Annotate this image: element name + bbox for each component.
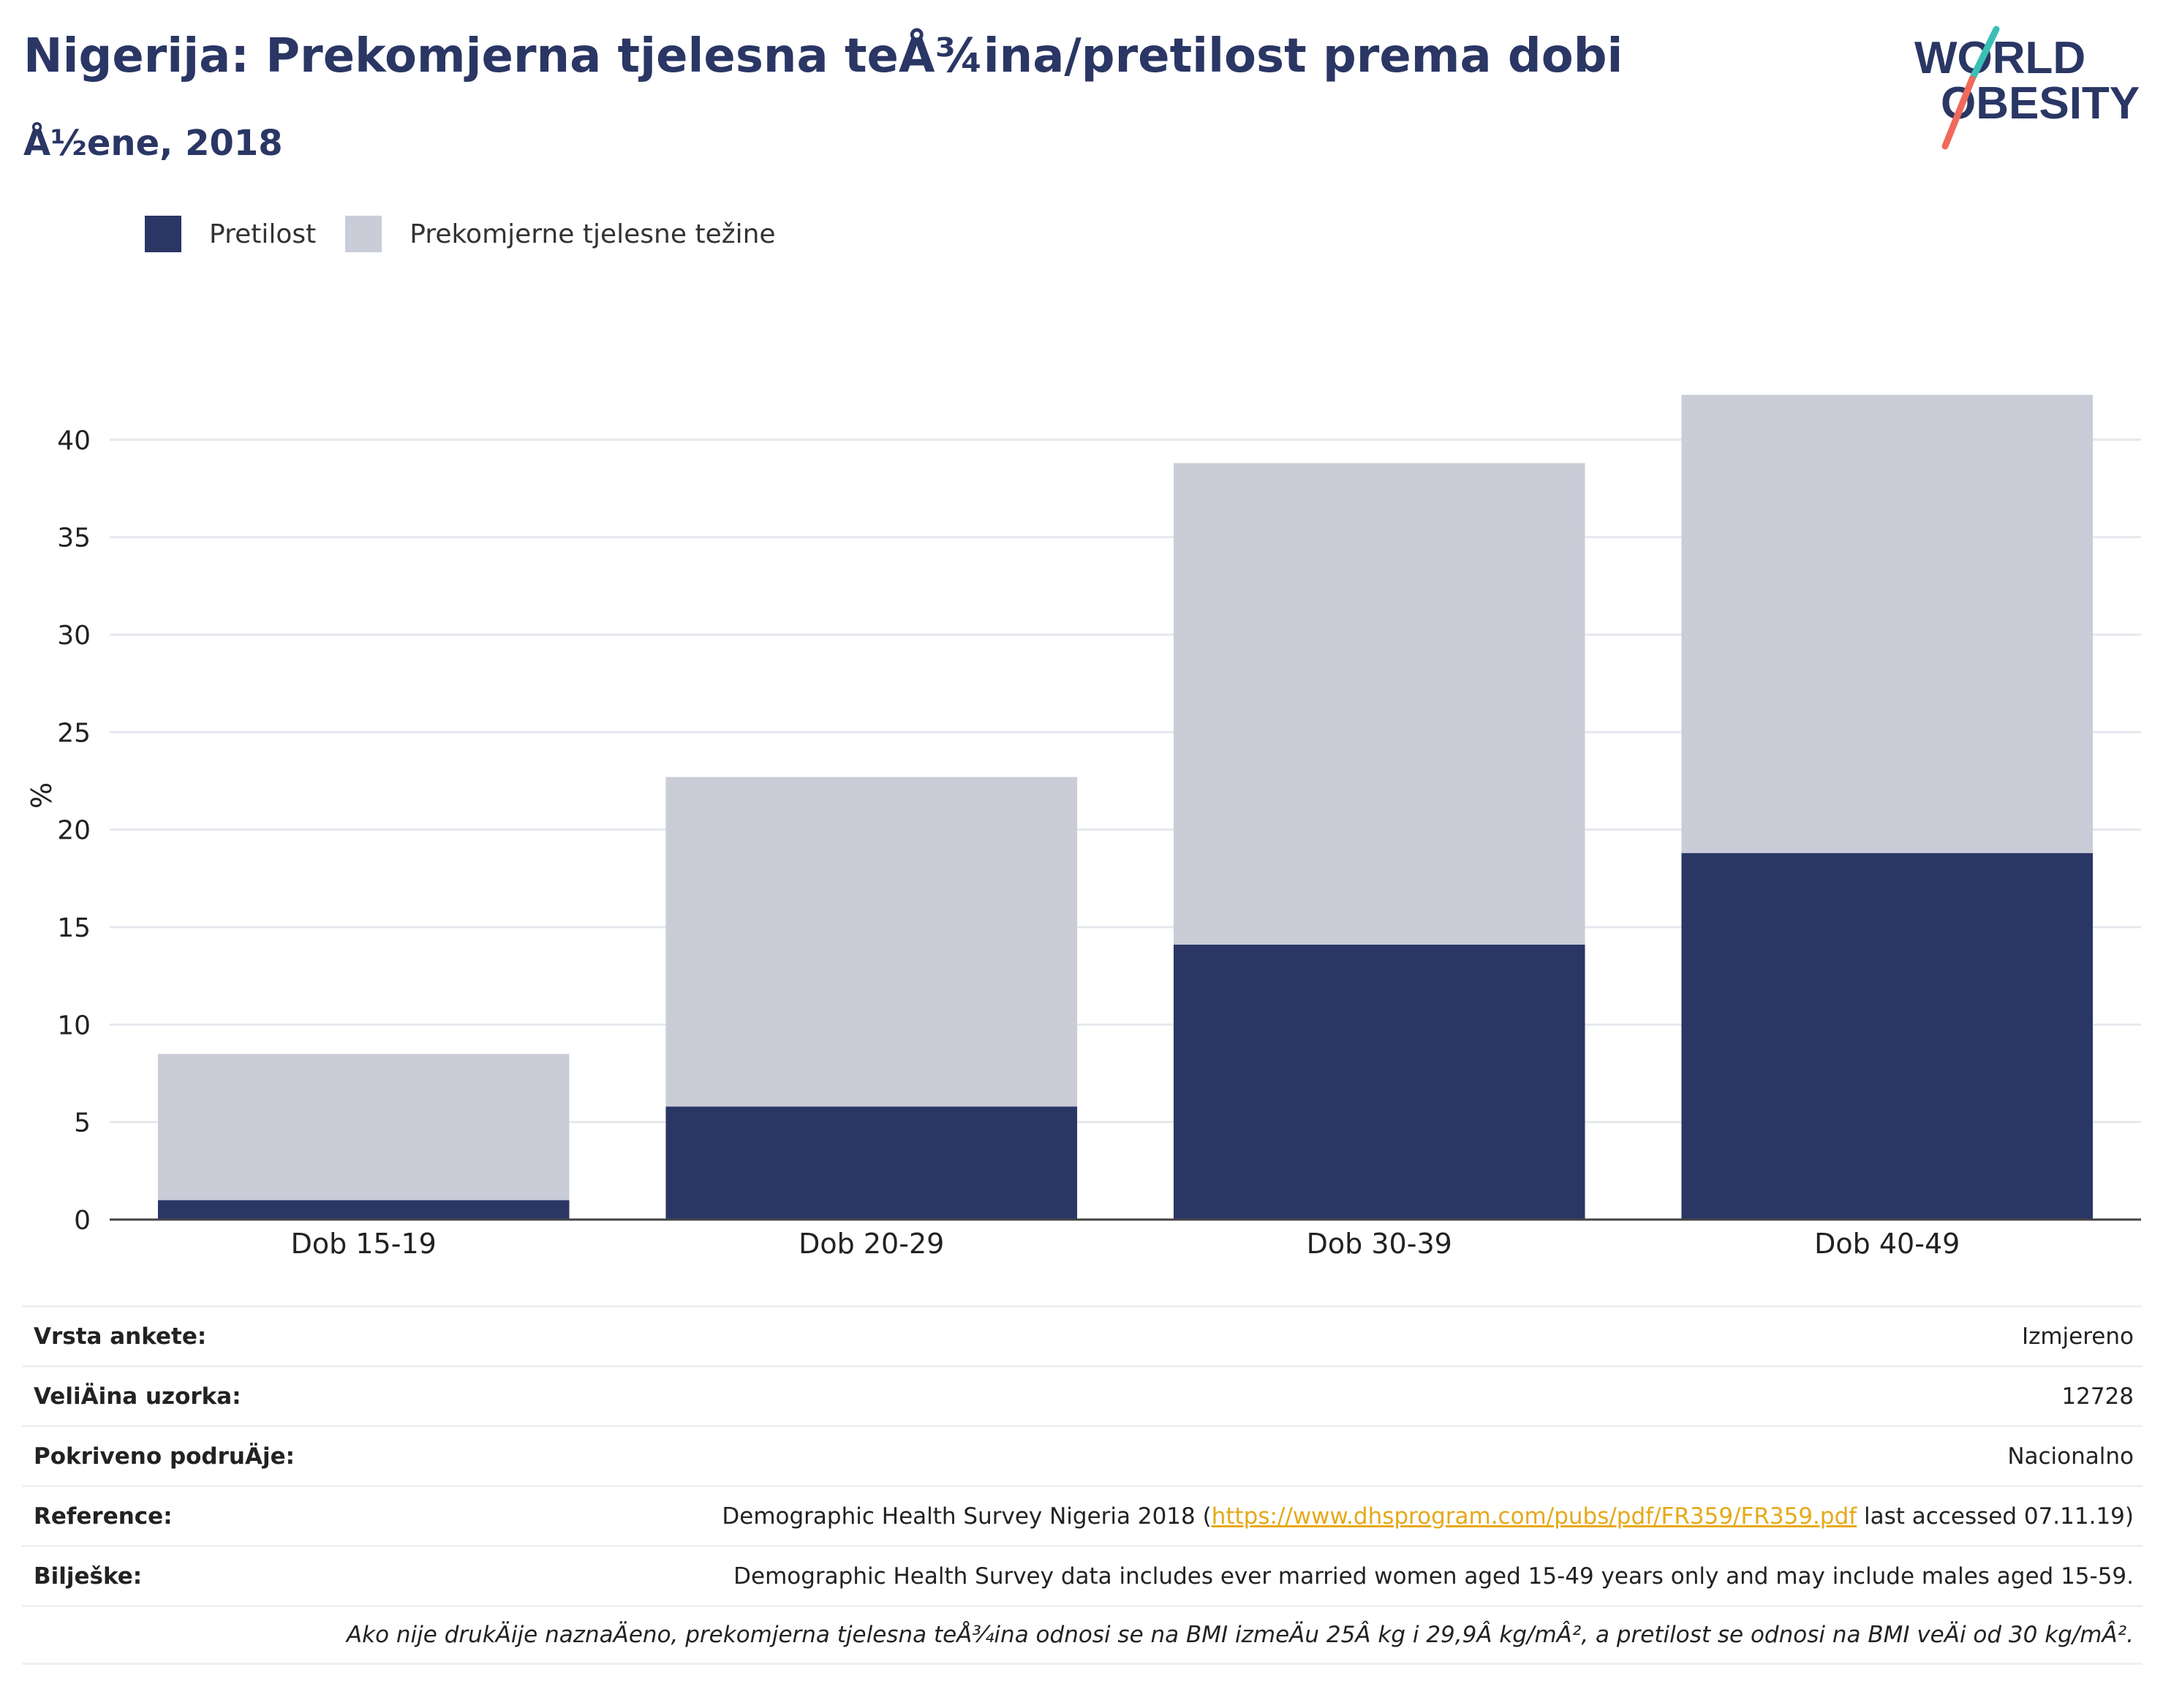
survey-info-table: Vrsta ankete: Izmjereno VeliÄina uzorka:… [22,1305,2143,1665]
y-tick-label: 5 [74,1108,91,1138]
bar-overweight [665,776,1078,1107]
info-row-notes: Bilješke: Demographic Health Survey data… [22,1545,2143,1605]
y-tick-label: 40 [57,426,91,456]
y-tick-label: 35 [57,524,91,553]
y-tick-label: 30 [57,621,91,651]
chart-legend: Pretilost Prekomjerne tjelesne težine [145,214,805,254]
logo-line-1: WORLD [1914,33,2085,83]
bar-obesity [1173,945,1585,1220]
sample-size-label: VeliÄina uzorka: [34,1383,241,1410]
legend-item-obesity: Pretilost [145,216,316,252]
bar-obesity [157,1200,570,1220]
world-obesity-logo: WORLD OBESITY [1914,26,2140,150]
stacked-bar-chart: 0 5 10 15 20 25 30 35 40% Dob 15-19 Dob 20-29 Dob 3… [26,395,2141,1260]
notes-label: Bilješke: [34,1562,143,1590]
area-covered-label: Pokriveno podruÄje: [34,1443,295,1470]
y-tick-label: 15 [57,913,91,943]
info-row-reference: Reference: Demographic Health Survey Nig… [22,1485,2143,1545]
bar-overweight [1173,463,1585,945]
chart-subtitle: Å½ene, 2018 [23,123,283,164]
legend-item-overweight: Prekomjerne tjelesne težine [345,216,776,252]
reference-accessed: last accessed 07.11.19) [1857,1503,2134,1530]
x-tick-label: Dob 40-49 [1814,1228,1960,1260]
footnote-text: Ako nije drukÄije naznaÄeno, prekomjerna… [346,1622,2134,1648]
y-tick-label: 20 [57,816,91,846]
x-tick-label: Dob 15-19 [291,1228,437,1260]
reference-text: Demographic Health Survey Nigeria 2018 ( [722,1503,1212,1530]
x-tick-label: Dob 20-29 [799,1228,944,1260]
chart-title: Nigerija: Prekomjerna tjelesna teÅ¾ina/p… [23,29,1623,83]
info-row-sample-size: VeliÄina uzorka: 12728 [22,1365,2143,1425]
y-axis-title: % [26,782,58,809]
survey-type-value: Izmjereno [2021,1323,2134,1350]
info-row-footnote: Ako nije drukÄije naznaÄeno, prekomjerna… [22,1605,2143,1665]
y-tick-label: 10 [57,1010,91,1040]
reference-label: Reference: [34,1503,173,1530]
reference-link[interactable]: https://www.dhsprogram.com/pubs/pdf/FR35… [1211,1503,1857,1530]
logo-line-2: OBESITY [1941,78,2140,129]
reference-value: Demographic Health Survey Nigeria 2018 (… [722,1503,2134,1530]
bar-obesity [1681,853,2094,1220]
sample-size-value: 12728 [2061,1383,2134,1410]
legend-swatch-overweight [345,216,382,252]
bar-overweight [1681,395,2094,853]
info-row-survey-type: Vrsta ankete: Izmjereno [22,1305,2143,1365]
bar-overweight [157,1054,570,1201]
bar-obesity [665,1106,1078,1220]
y-tick-label: 0 [74,1206,91,1236]
info-row-area-covered: Pokriveno podruÄje: Nacionalno [22,1425,2143,1485]
x-tick-label: Dob 30-39 [1307,1228,1452,1260]
legend-label-overweight: Prekomjerne tjelesne težine [409,219,776,249]
area-covered-value: Nacionalno [2007,1443,2134,1470]
legend-swatch-obesity [145,216,181,252]
legend-label-obesity: Pretilost [209,219,317,249]
notes-value: Demographic Health Survey data includes … [733,1562,2134,1590]
y-tick-label: 25 [57,718,91,748]
survey-type-label: Vrsta ankete: [34,1323,207,1350]
